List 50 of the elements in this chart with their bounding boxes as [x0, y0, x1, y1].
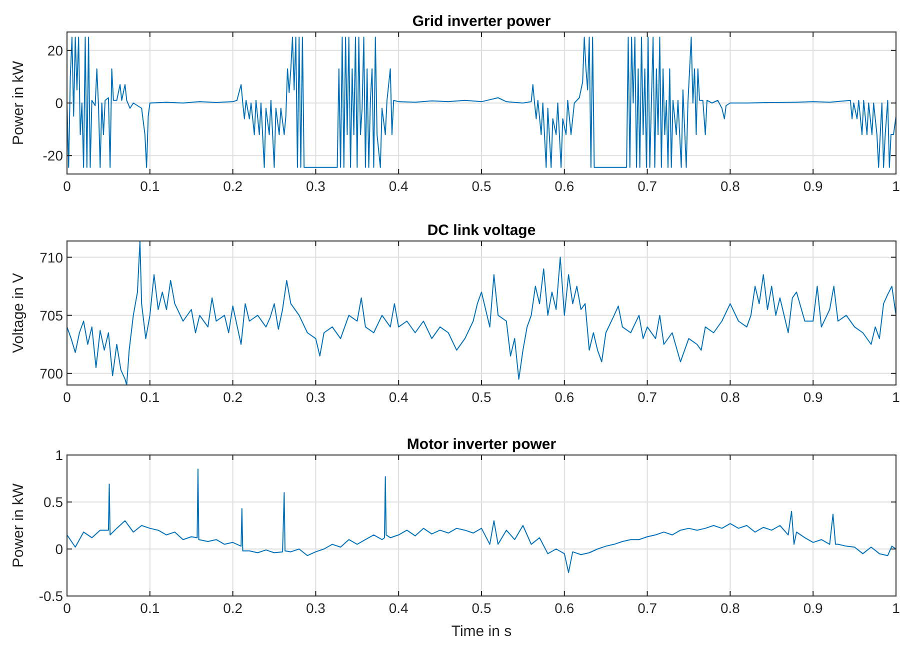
x-tick-label: 0.6	[554, 178, 574, 194]
x-tick-label: 0.8	[720, 178, 740, 194]
x-tick-label: 0.4	[388, 600, 409, 616]
chart-title: Grid inverter power	[412, 13, 551, 30]
chart-title: Motor inverter power	[406, 436, 556, 453]
x-tick-label: 0.5	[472, 389, 492, 405]
x-tick-label: 0.1	[140, 389, 160, 405]
x-tick-label: 1	[892, 178, 900, 194]
y-tick-label: 710	[40, 249, 64, 266]
x-tick-label: 0.7	[638, 178, 658, 194]
x-tick-label: 0.3	[306, 178, 326, 194]
x-tick-label: 0.9	[803, 600, 824, 616]
x-tick-label: 0.6	[554, 600, 574, 616]
y-axis-title: Voltage in V	[10, 272, 27, 354]
x-tick-label: 0.5	[472, 600, 492, 616]
y-axis-title: Power in kW	[10, 60, 27, 146]
x-tick-label: 0.7	[638, 600, 658, 616]
x-tick-label: 0.2	[223, 178, 243, 194]
line-series	[66, 468, 896, 573]
x-tick-label: 0.7	[638, 389, 658, 405]
x-tick-label: 0.1	[140, 178, 160, 194]
x-tick-label: 0.9	[803, 389, 824, 405]
x-tick-label: 0.1	[140, 600, 160, 616]
y-tick-label: 705	[40, 307, 64, 324]
y-tick-label: 1	[55, 447, 64, 463]
y-tick-label: 0.5	[44, 494, 64, 510]
x-tick-label: 0.4	[388, 178, 409, 194]
x-tick-label: 0.2	[223, 600, 243, 616]
x-tick-label: 1	[892, 600, 900, 616]
x-tick-label: 0.6	[554, 389, 574, 405]
y-tick-label: -0.5	[38, 588, 64, 604]
line-series	[66, 36, 896, 168]
x-tick-label: 0.2	[223, 389, 243, 405]
y-tick-label: 700	[40, 365, 64, 382]
y-tick-label: 20	[47, 42, 64, 58]
y-tick-label: 0	[55, 95, 64, 111]
x-tick-label: 0.8	[720, 389, 740, 405]
x-tick-label: 0.5	[472, 178, 492, 194]
y-tick-label: -20	[42, 148, 64, 164]
y-axis-title: Power in kW	[10, 482, 27, 568]
x-axis-title: Time in s	[451, 623, 512, 640]
x-tick-label: 0.4	[388, 389, 409, 405]
x-tick-label: 0.3	[306, 389, 326, 405]
x-tick-label: 0.3	[306, 600, 326, 616]
x-tick-label: 0.8	[720, 600, 740, 616]
y-tick-label: 0	[55, 541, 64, 557]
x-tick-label: 0.9	[803, 178, 824, 194]
chart-title: DC link voltage	[427, 222, 536, 239]
line-series	[66, 240, 896, 386]
x-tick-label: 1	[892, 389, 900, 405]
